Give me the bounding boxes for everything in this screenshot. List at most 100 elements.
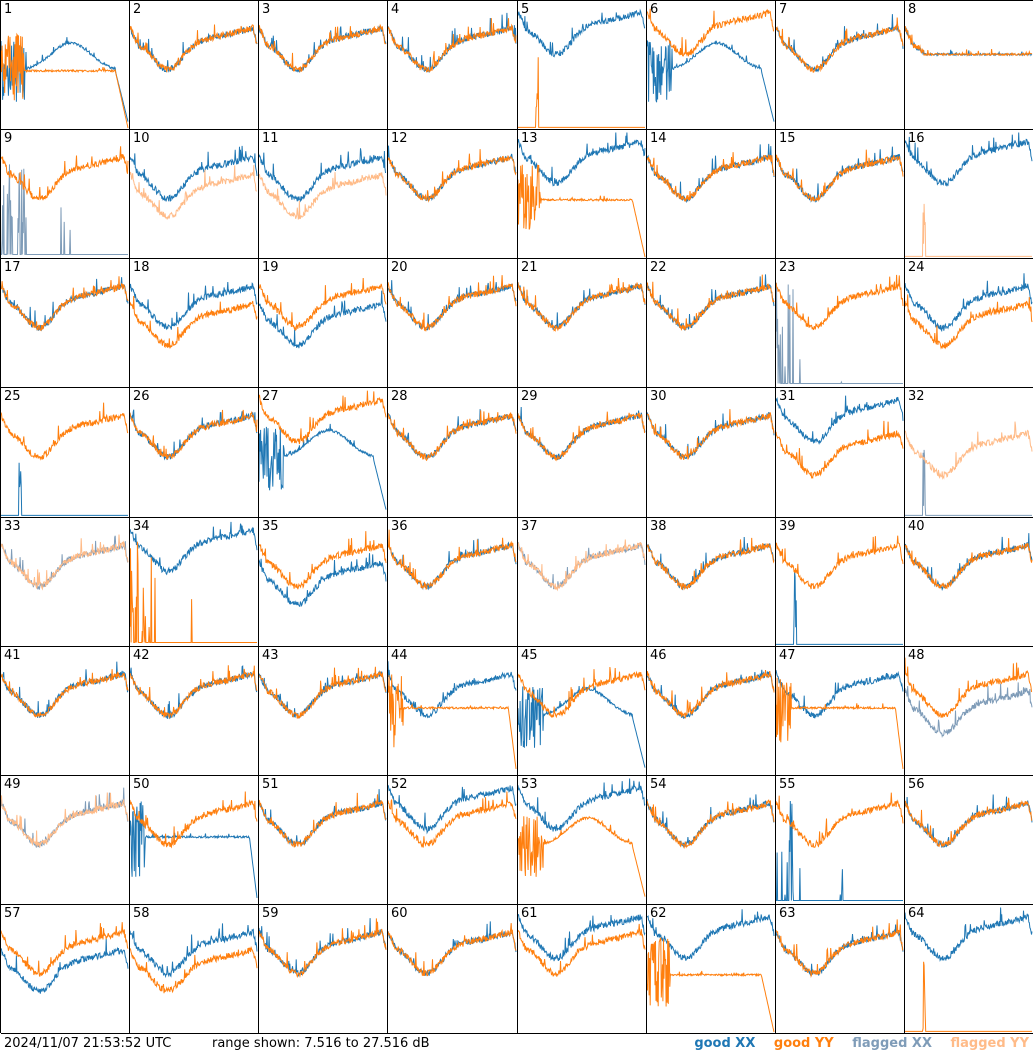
series-yy-line — [518, 164, 646, 258]
panel-plot — [130, 521, 258, 643]
panel-label: 19 — [262, 260, 279, 275]
panel-label: 64 — [908, 906, 925, 921]
panel-plot — [905, 132, 1033, 257]
panel-label: 60 — [391, 906, 408, 921]
series-xx-line — [388, 784, 517, 835]
series-yy-line — [388, 149, 517, 203]
panel-plot — [647, 794, 775, 850]
panel-plot — [130, 923, 258, 994]
series-xx-line — [776, 146, 904, 203]
series-yy-line — [647, 409, 775, 461]
series-xx-line — [259, 670, 387, 719]
panel-label: 42 — [133, 648, 150, 663]
spectrum-panel: 56 — [905, 776, 1033, 905]
panel-label: 24 — [908, 260, 925, 275]
panel-plot — [905, 794, 1033, 848]
panel-plot — [388, 275, 517, 332]
series-yy-line — [1, 32, 129, 129]
panel-label: 48 — [908, 648, 925, 663]
series-yy-line — [518, 923, 646, 977]
panel-label: 38 — [650, 519, 667, 534]
series-xx-line — [1, 164, 128, 255]
series-xx-line — [388, 145, 517, 202]
series-yy-line — [388, 923, 517, 977]
legend-good-xx: good XX — [694, 1036, 756, 1051]
series-xx-line — [518, 914, 646, 962]
panel-label: 36 — [391, 519, 408, 534]
panel-plot — [1, 276, 129, 332]
series-yy-line — [647, 152, 775, 202]
series-yy-line — [388, 791, 517, 848]
panel-label: 17 — [4, 260, 21, 275]
series-yy-line — [647, 937, 775, 1033]
series-yy-line — [647, 799, 775, 850]
spectrum-panel: 36 — [388, 518, 518, 647]
panel-plot — [130, 665, 258, 720]
spectrum-panel: 64 — [905, 905, 1033, 1034]
panel-label: 49 — [4, 777, 21, 792]
series-xx-line — [905, 132, 1033, 188]
spectrum-panel: 46 — [647, 647, 776, 776]
panel-label: 9 — [4, 131, 13, 146]
panel-label: 32 — [908, 389, 925, 404]
spectrum-panel: 53 — [518, 776, 647, 905]
series-xx-line — [388, 921, 517, 977]
panel-label: 7 — [779, 2, 788, 17]
panel-label: 12 — [391, 131, 408, 146]
panel-plot — [130, 24, 258, 73]
panel-plot — [905, 907, 1033, 1032]
spectrum-panel: 55 — [776, 776, 905, 905]
legend-flagged-xx: flagged XX — [852, 1036, 932, 1051]
spectrum-panel: 15 — [776, 130, 905, 259]
panel-plot — [647, 669, 775, 720]
spectrum-panel: 48 — [905, 647, 1033, 776]
series-yy-line — [776, 677, 904, 769]
spectrum-panel: 62 — [647, 905, 776, 1034]
series-xx-line — [259, 918, 387, 977]
series-yy-line — [259, 531, 387, 590]
panel-plot — [905, 273, 1033, 350]
panel-plot — [518, 666, 646, 768]
series-yy-line — [259, 23, 387, 73]
panel-plot — [647, 8, 775, 122]
series-yy-line — [1, 534, 129, 591]
spectrum-panel: 11 — [259, 130, 388, 259]
panel-plot — [776, 792, 904, 901]
series-yy-line — [1, 146, 129, 201]
legend: good XX good YY flagged XX flagged YY — [680, 1036, 1029, 1051]
panel-plot — [130, 791, 258, 898]
series-xx-line — [388, 661, 517, 719]
series-xx-line — [259, 290, 387, 349]
spectrum-panel: 8 — [905, 1, 1033, 130]
spectrum-panel: 41 — [1, 647, 130, 776]
panel-label: 18 — [133, 260, 150, 275]
panel-plot — [905, 421, 1033, 516]
panel-label: 31 — [779, 389, 796, 404]
panel-label: 53 — [521, 777, 538, 792]
panel-plot — [518, 132, 646, 258]
panel-plot — [259, 918, 387, 979]
panel-plot — [776, 274, 904, 384]
series-xx-line — [388, 12, 517, 74]
spectrum-panel: 21 — [518, 259, 647, 388]
panel-plot — [130, 409, 258, 461]
series-yy-line — [388, 18, 517, 73]
series-yy-line — [776, 535, 904, 590]
legend-flagged-yy: flagged YY — [950, 1036, 1030, 1051]
series-yy-line — [1, 669, 129, 718]
series-yy-line — [776, 274, 904, 331]
series-xx-line — [518, 8, 646, 58]
series-xx-line — [388, 538, 517, 591]
panel-label: 41 — [4, 648, 21, 663]
spectrum-panel: 27 — [259, 388, 388, 518]
spectrum-panel: 39 — [776, 518, 905, 647]
spectrum-panel: 35 — [259, 518, 388, 647]
spectrum-panel: 33 — [1, 518, 130, 647]
panel-plot — [388, 409, 517, 462]
series-yy-line — [647, 537, 775, 591]
panel-label: 3 — [262, 2, 271, 17]
panel-plot — [905, 533, 1033, 591]
series-yy-line — [388, 275, 517, 332]
series-yy-line — [259, 918, 387, 979]
spectrum-panel: 59 — [259, 905, 388, 1034]
